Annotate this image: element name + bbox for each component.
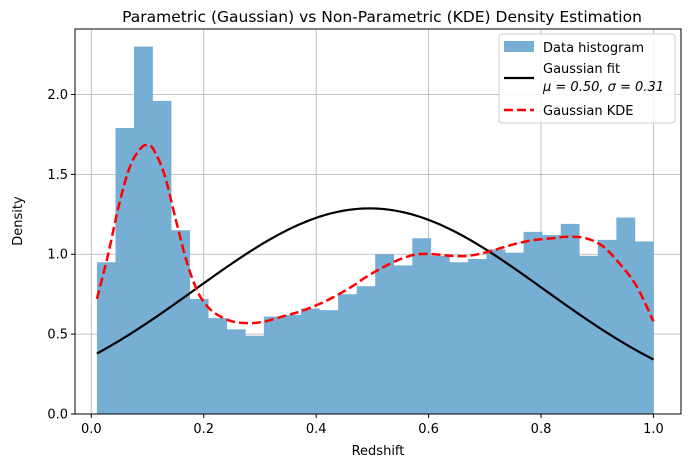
histogram-bar-18: [430, 255, 450, 414]
legend-label-gaussian-params: μ = 0.50, σ = 0.31: [542, 80, 664, 95]
x-tick-label-2: 0.4: [306, 422, 327, 437]
legend-frame: [498, 33, 676, 124]
x-tick-label-0: 0.0: [81, 422, 102, 437]
histogram-bar-16: [393, 265, 413, 414]
legend: Data histogram Gaussian fit μ = 0.50, σ …: [498, 33, 676, 124]
y-tick-label-4: 2.0: [47, 88, 68, 103]
y-tick-label-3: 1.5: [47, 168, 68, 183]
histogram-bar-11: [300, 308, 320, 414]
histogram-bar-25: [560, 223, 580, 414]
x-tick-label-3: 0.6: [418, 422, 439, 437]
legend-label-gaussian: Gaussian fit: [543, 62, 620, 77]
histogram-bar-10: [282, 314, 302, 414]
histogram-bar-7: [226, 329, 246, 414]
histogram-bar-14: [356, 286, 376, 414]
histogram-bar-9: [263, 316, 283, 414]
histogram-bar-13: [338, 294, 357, 414]
y-tick-label-1: 0.5: [47, 328, 68, 343]
y-tick-label-0: 0.0: [47, 408, 68, 423]
gaussian-fit-line: [96, 207, 654, 361]
histogram-bar-12: [319, 310, 339, 414]
histogram-bar-3: [152, 100, 172, 414]
histogram-bar-21: [486, 249, 506, 414]
histogram-bar-1: [115, 128, 135, 414]
histogram-bar-29: [634, 241, 654, 414]
y-axis-label: Density: [11, 196, 26, 246]
histogram-bar-23: [523, 231, 543, 414]
histogram-bar-0: [96, 262, 116, 414]
legend-label-kde: Gaussian KDE: [543, 104, 634, 119]
histogram-bar-6: [208, 318, 228, 414]
x-tick-label-1: 0.2: [193, 422, 214, 437]
x-tick-label-4: 0.8: [531, 422, 552, 437]
histogram-bar-8: [245, 335, 265, 414]
y-axis-ticks: 0.0 0.5 1.0 1.5 2.0: [47, 88, 75, 423]
x-axis-label: Redshift: [352, 444, 405, 459]
kde-line: [95, 143, 655, 325]
x-axis-ticks: 0.0 0.2 0.4 0.6 0.8 1.0: [81, 414, 664, 437]
histogram-bar-22: [505, 252, 524, 414]
histogram-bar-24: [542, 235, 561, 414]
legend-swatch-histogram: [504, 41, 534, 52]
histogram-bar-2: [134, 46, 153, 415]
histogram-bar-28: [616, 217, 636, 414]
histogram-bar-20: [467, 259, 487, 414]
histogram-bar-17: [412, 238, 432, 414]
histogram-bar-5: [189, 298, 209, 414]
histogram-bar-27: [597, 239, 617, 414]
histogram-bar-15: [375, 254, 395, 414]
y-tick-label-2: 1.0: [47, 248, 68, 263]
x-tick-label-5: 1.0: [643, 422, 664, 437]
histogram-bar-19: [449, 262, 469, 414]
legend-label-histogram: Data histogram: [543, 41, 644, 56]
chart-title: Parametric (Gaussian) vs Non-Parametric …: [122, 8, 642, 26]
plot-frame: [74, 28, 682, 415]
histogram-bar-26: [579, 255, 599, 414]
histogram-bar-4: [171, 230, 190, 414]
